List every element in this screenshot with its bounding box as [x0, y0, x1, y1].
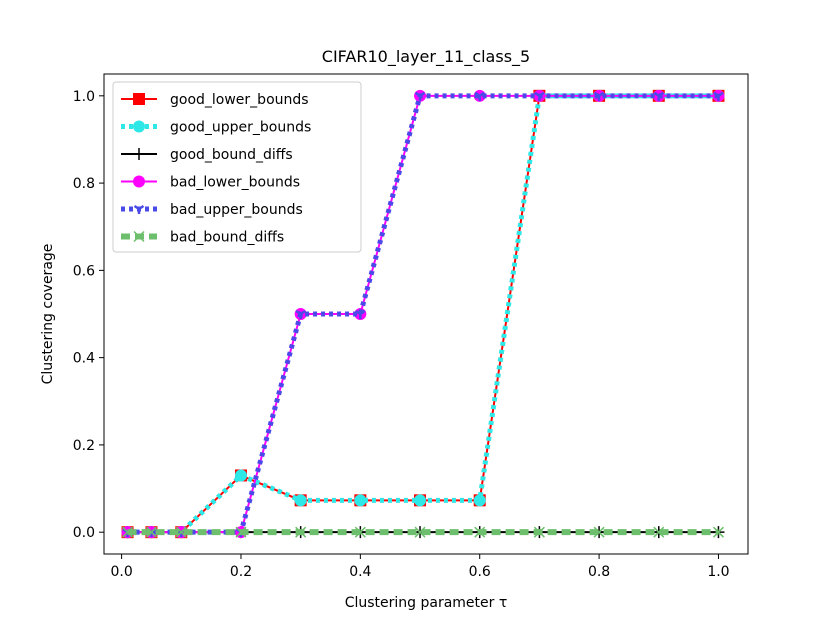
legend-marker — [133, 93, 145, 105]
data-point — [122, 526, 134, 538]
data-point — [145, 526, 157, 538]
legend-marker — [133, 120, 145, 133]
legend-marker — [133, 175, 145, 188]
data-point — [295, 309, 306, 319]
data-point — [474, 91, 485, 101]
legend-marker — [133, 204, 145, 214]
data-point — [653, 526, 665, 538]
y-tick-label: 1.0 — [73, 89, 95, 105]
x-axis-label: Clustering parameter τ — [345, 595, 508, 611]
data-point — [653, 91, 664, 101]
data-point — [295, 526, 307, 538]
series-bad_bound_diffs — [122, 526, 724, 538]
plot-frame — [103, 73, 749, 555]
data-point — [713, 91, 724, 101]
x-tick-label: 0.4 — [349, 564, 371, 580]
data-point — [234, 469, 247, 482]
data-point — [593, 526, 605, 538]
legend-item: good_upper_bounds — [121, 120, 311, 136]
legend-label: good_upper_bounds — [170, 120, 311, 136]
data-point — [593, 91, 605, 101]
data-point — [712, 526, 724, 538]
data-point — [473, 494, 486, 507]
x-axis-ticks: 0.0 0.2 0.4 0.6 0.8 1.0 — [110, 554, 730, 580]
y-tick-label: 0.6 — [73, 263, 95, 279]
data-point — [354, 494, 367, 507]
data-point — [355, 309, 366, 319]
legend-marker — [133, 148, 145, 160]
y-tick-label: 0.2 — [73, 438, 95, 454]
legend-label: bad_upper_bounds — [170, 202, 303, 218]
legend-item: good_lower_bounds — [121, 92, 309, 108]
x-tick-label: 0.6 — [469, 564, 491, 580]
data-point — [354, 526, 366, 538]
data-point — [294, 494, 307, 507]
data-point — [414, 526, 426, 538]
legend-box — [112, 81, 362, 253]
x-tick-label: 0.2 — [230, 564, 252, 580]
x-tick-label: 0.0 — [110, 564, 132, 580]
legend-item: good_bound_diffs — [121, 147, 293, 163]
x-tick-label: 1.0 — [707, 564, 729, 580]
y-axis-label: Clustering coverage — [40, 244, 56, 385]
x-tick-label: 0.8 — [588, 564, 610, 580]
legend-label: good_lower_bounds — [170, 92, 309, 108]
legend: good_lower_bounds good_upper_bounds good_b… — [112, 81, 362, 253]
data-point — [534, 91, 545, 101]
data-point — [533, 526, 545, 538]
y-tick-label: 0.0 — [73, 525, 95, 541]
legend-item: bad_lower_bounds — [121, 175, 300, 191]
data-point — [414, 494, 427, 507]
legend-label: bad_lower_bounds — [170, 175, 300, 191]
legend-marker — [133, 230, 145, 243]
data-point — [235, 526, 247, 538]
y-tick-label: 0.8 — [73, 176, 95, 192]
data-point — [474, 526, 486, 538]
data-point — [175, 526, 187, 538]
y-tick-label: 0.4 — [73, 351, 95, 367]
data-point — [414, 91, 426, 101]
plot-area — [121, 89, 725, 539]
legend-item: bad_bound_diffs — [121, 230, 284, 246]
y-axis-ticks: 0.0 0.2 0.4 0.6 0.8 1.0 — [73, 89, 104, 541]
legend-item: bad_upper_bounds — [121, 202, 303, 218]
chart-title: CIFAR10_layer_11_class_5 — [322, 47, 530, 67]
legend-label: good_bound_diffs — [170, 147, 293, 163]
legend-label: bad_bound_diffs — [170, 230, 284, 246]
